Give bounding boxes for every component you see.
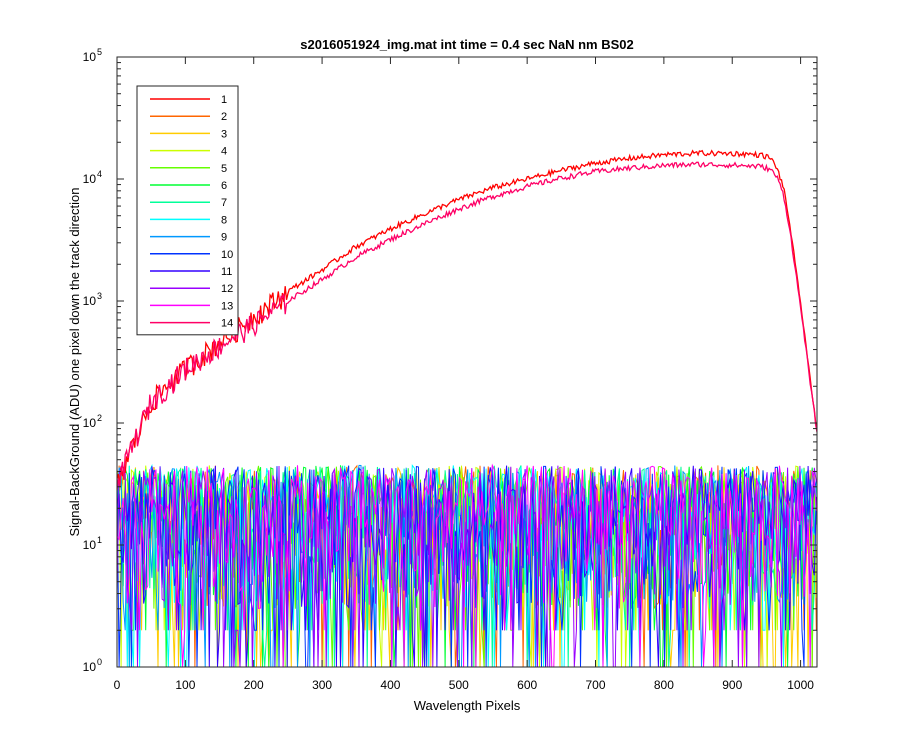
x-axis-label: Wavelength Pixels [414, 698, 521, 713]
legend-label: 7 [221, 197, 227, 209]
y-tick-exponent: 3 [97, 291, 102, 301]
legend-label: 12 [221, 283, 233, 295]
y-tick-exponent: 1 [97, 535, 102, 545]
y-tick-exponent: 0 [97, 657, 102, 667]
series-group [117, 149, 817, 667]
x-tick-label: 500 [449, 678, 469, 692]
legend-label: 1 [221, 94, 227, 106]
legend-box [136, 85, 239, 336]
legend-label: 5 [221, 163, 227, 175]
y-tick-label: 10 [83, 294, 97, 308]
y-tick-label: 10 [83, 660, 97, 674]
x-tick-label: 0 [114, 678, 121, 692]
legend-label: 11 [221, 266, 232, 278]
y-tick-exponent: 5 [97, 47, 102, 57]
legend-label: 9 [221, 232, 227, 244]
x-tick-label: 400 [380, 678, 400, 692]
legend-label: 14 [221, 318, 233, 330]
y-tick-label: 10 [83, 172, 97, 186]
legend-label: 13 [221, 300, 233, 312]
x-tick-label: 800 [654, 678, 674, 692]
series-line-12 [117, 465, 817, 667]
series-line-14 [117, 161, 817, 491]
y-axis-label: Signal-BackGround (ADU) one pixel down t… [67, 187, 82, 536]
x-tick-label: 1000 [787, 678, 814, 692]
series-line-13 [117, 463, 817, 667]
x-tick-label: 300 [312, 678, 332, 692]
x-tick-label: 700 [586, 678, 606, 692]
y-tick-exponent: 2 [97, 413, 102, 423]
x-tick-label: 100 [175, 678, 195, 692]
y-tick-label: 10 [83, 538, 97, 552]
y-tick-exponent: 4 [97, 169, 102, 179]
x-tick-label: 900 [722, 678, 742, 692]
legend-label: 6 [221, 180, 227, 192]
legend-label: 3 [221, 128, 227, 140]
legend-label: 2 [221, 111, 227, 123]
x-tick-label: 200 [244, 678, 264, 692]
legend-label: 8 [221, 214, 227, 226]
x-tick-label: 600 [517, 678, 537, 692]
y-tick-label: 10 [83, 416, 97, 430]
plot-frame [116, 56, 818, 668]
legend-label: 10 [221, 249, 233, 261]
y-tick-label: 10 [83, 50, 97, 64]
legend-label: 4 [221, 146, 227, 158]
chart-title: s2016051924_img.mat int time = 0.4 sec N… [300, 37, 634, 52]
